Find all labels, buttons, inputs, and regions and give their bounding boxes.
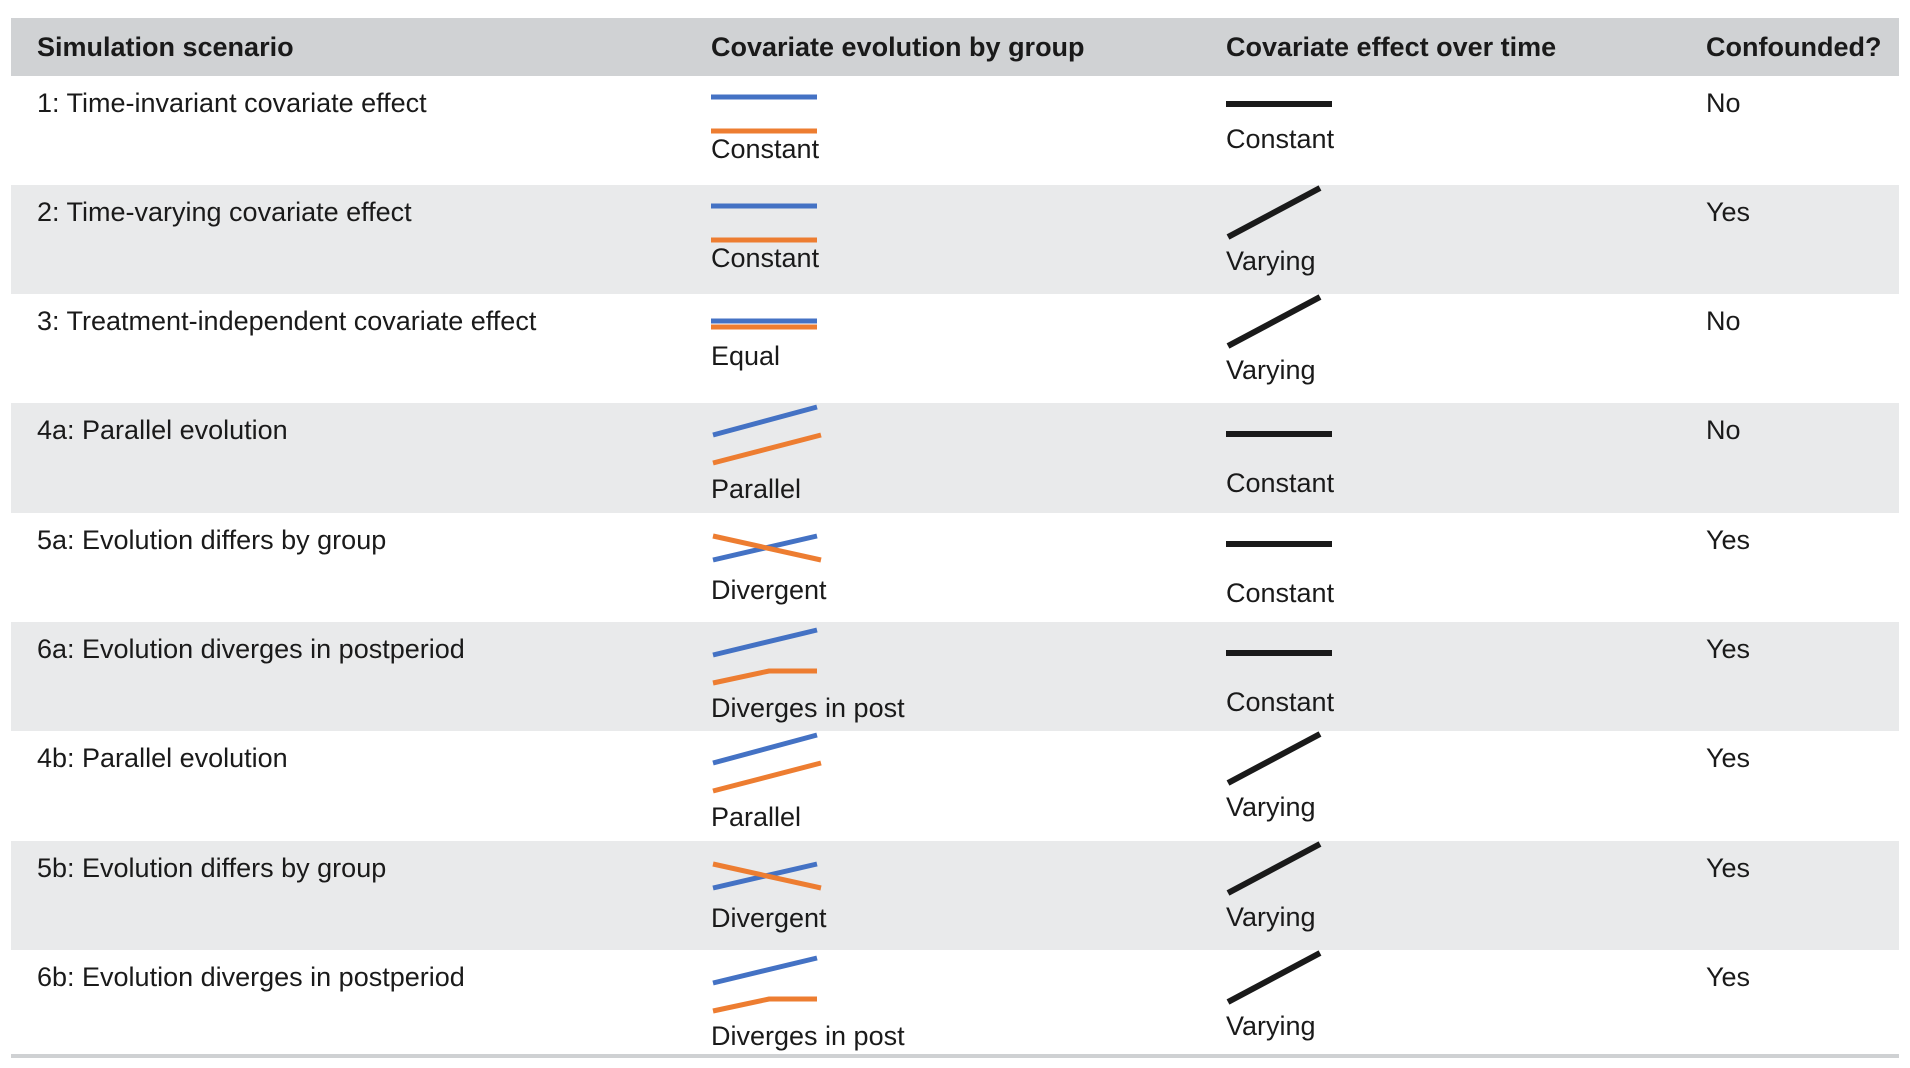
table-body: 1: Time-invariant covariate effect No Cons… (11, 76, 1899, 1059)
table-row: 4b: Parallel evolution Yes Parallel Varying (11, 731, 1899, 841)
effect-label: Varying (1226, 902, 1316, 932)
scenario-name: 4b: Parallel evolution (37, 743, 288, 773)
varying-effect-icon (1226, 294, 1322, 349)
diverges-post-evolution-icon (712, 627, 818, 686)
table-row: 5a: Evolution differs by group Yes Diverge… (11, 513, 1899, 622)
scenario-name: 4a: Parallel evolution (37, 415, 288, 445)
group-b-line (712, 668, 817, 686)
group-b-line (712, 533, 822, 563)
table-row: 2: Time-varying covariate effect Yes Const… (11, 185, 1899, 294)
varying-effect-icon (1226, 950, 1322, 1005)
group-b-line (712, 861, 822, 891)
header-scenario: Simulation scenario (37, 32, 294, 62)
evolution-label: Parallel (711, 474, 802, 504)
diverges-post-evolution-icon (712, 955, 818, 1014)
effect-line (1226, 841, 1322, 896)
confounded-value: No (1706, 415, 1741, 445)
equal-evolution-icon (711, 318, 817, 330)
varying-effect-icon (1226, 731, 1322, 786)
effect-line (1226, 294, 1322, 349)
evolution-label: Divergent (711, 903, 827, 933)
evolution-label: Divergent (711, 575, 827, 605)
effect-label: Constant (1226, 124, 1335, 154)
table-row: 6b: Evolution diverges in postperiod Yes D… (11, 950, 1899, 1059)
group-a-line (712, 627, 818, 658)
effect-label: Constant (1226, 468, 1335, 498)
header-effect: Covariate effect over time (1226, 32, 1557, 62)
varying-effect-icon (1226, 841, 1322, 896)
confounded-value: Yes (1706, 853, 1751, 883)
confounded-value: No (1706, 306, 1741, 336)
confounded-value: Yes (1706, 743, 1751, 773)
header-confounded: Confounded? (1706, 32, 1882, 62)
scenario-name: 6b: Evolution diverges in postperiod (37, 962, 465, 992)
confounded-value: No (1706, 88, 1741, 118)
confounded-value: Yes (1706, 525, 1751, 555)
constant-effect-icon (1226, 431, 1332, 437)
evolution-label: Constant (711, 243, 820, 273)
table-row: 5b: Evolution differs by group Yes Diverge… (11, 841, 1899, 950)
evolution-label: Diverges in post (711, 693, 905, 723)
effect-label: Varying (1226, 355, 1316, 385)
evolution-label: Diverges in post (711, 1021, 905, 1051)
scenario-name: 5a: Evolution differs by group (37, 525, 387, 555)
table-row: 3: Treatment-independent covariate effec… (11, 294, 1899, 403)
group-b-line (712, 996, 817, 1014)
effect-label: Varying (1226, 792, 1316, 822)
group-b-line (712, 760, 822, 794)
scenario-name: 6a: Evolution diverges in postperiod (37, 634, 465, 664)
constant-evolution-icon (711, 94, 817, 134)
confounded-value: Yes (1706, 197, 1751, 227)
evolution-label: Parallel (711, 802, 802, 832)
effect-label: Varying (1226, 1011, 1316, 1041)
scenario-table: Simulation scenario Covariate evolution … (11, 18, 1899, 1059)
table-row: 1: Time-invariant covariate effect No Cons… (11, 76, 1899, 185)
effect-line (1226, 731, 1322, 786)
constant-effect-icon (1226, 650, 1332, 656)
evolution-label: Constant (711, 134, 820, 164)
parallel-evolution-icon (712, 404, 822, 466)
header-evolution: Covariate evolution by group (711, 32, 1085, 62)
table-bottom-rule (11, 1054, 1899, 1058)
varying-effect-icon (1226, 185, 1322, 240)
effect-label: Varying (1226, 246, 1316, 276)
scenario-name: 3: Treatment-independent covariate effec… (37, 306, 537, 336)
effect-line (1226, 950, 1322, 1005)
parallel-evolution-icon (712, 732, 822, 794)
effect-line (1226, 185, 1322, 240)
scenario-name: 1: Time-invariant covariate effect (37, 88, 427, 118)
group-b-line (712, 432, 822, 466)
effect-label: Constant (1226, 687, 1335, 717)
divergent-evolution-icon (712, 861, 822, 891)
group-a-line (712, 955, 818, 986)
confounded-value: Yes (1706, 962, 1751, 992)
scenario-name: 2: Time-varying covariate effect (37, 197, 412, 227)
table-header: Simulation scenario Covariate evolution … (11, 18, 1899, 76)
constant-effect-icon (1226, 101, 1332, 107)
group-a-line (712, 404, 818, 438)
constant-effect-icon (1226, 541, 1332, 547)
evolution-label: Equal (711, 341, 781, 371)
table-row: 4a: Parallel evolution No Parallel Constant (11, 403, 1899, 513)
group-a-line (712, 732, 818, 766)
confounded-value: Yes (1706, 634, 1751, 664)
divergent-evolution-icon (712, 533, 822, 563)
scenario-name: 5b: Evolution differs by group (37, 853, 387, 883)
table-row: 6a: Evolution diverges in postperiod Yes D… (11, 622, 1899, 731)
constant-evolution-icon (711, 203, 817, 243)
effect-label: Constant (1226, 578, 1335, 608)
